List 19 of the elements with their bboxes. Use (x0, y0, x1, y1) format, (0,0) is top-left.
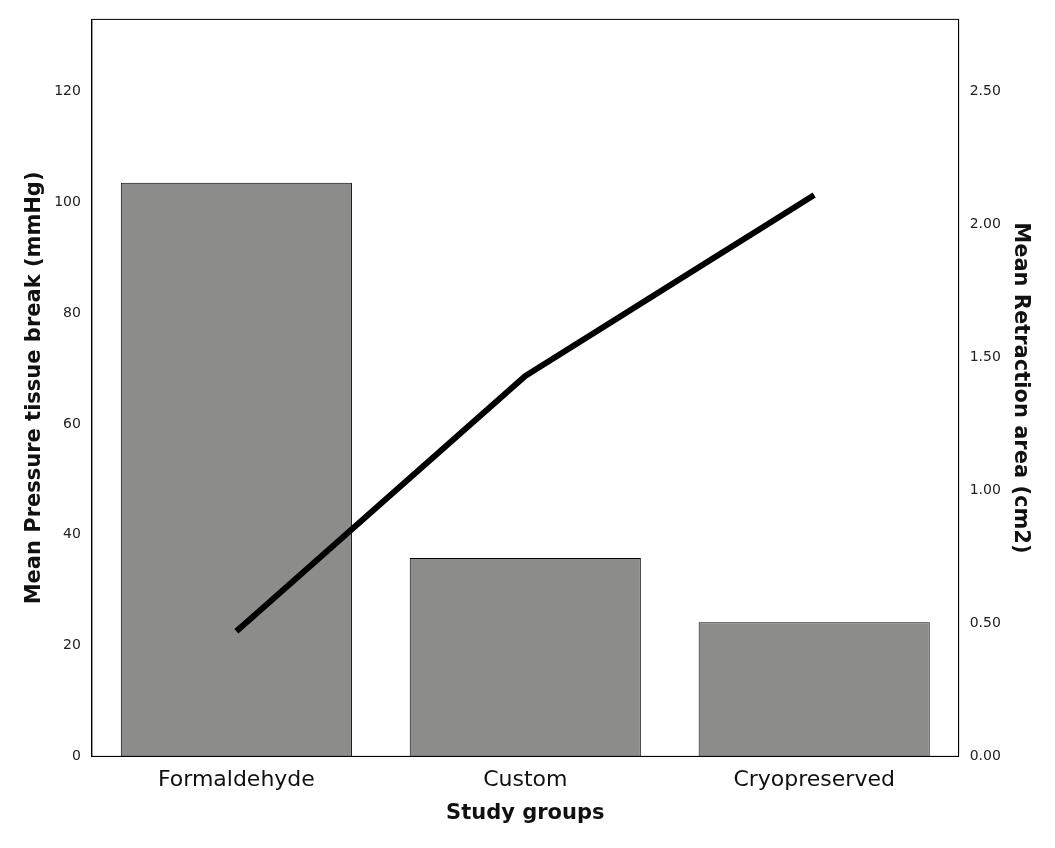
y2-tick-label: 2.00 (969, 214, 1001, 231)
y2-tick-label: 1.00 (969, 480, 1001, 497)
x-tick-label: Formaldehyde (157, 766, 315, 792)
y-tick-label: 100 (54, 192, 81, 209)
x-axis-title: Study groups (446, 799, 605, 824)
y2-tick-label: 0.50 (969, 614, 1001, 631)
y-tick-label: 20 (63, 636, 81, 653)
y-tick-label: 0 (72, 747, 81, 764)
x-tick-label: Custom (483, 766, 568, 792)
y-axis-title: Mean Pressure tissue break (mmHg) (21, 171, 46, 605)
y-tick-label: 80 (63, 303, 81, 320)
y-tick-label: 40 (63, 525, 81, 542)
y2-tick-label: 0.00 (969, 747, 1001, 764)
y2-tick-label: 2.50 (969, 81, 1001, 98)
y2-tick-label: 1.50 (969, 347, 1001, 364)
y-tick-label: 60 (63, 414, 81, 431)
y2-axis-title: Mean Retraction area (cm2) (1009, 222, 1034, 554)
y-tick-label: 120 (54, 82, 81, 99)
x-tick-label: Cryopreserved (733, 766, 895, 792)
